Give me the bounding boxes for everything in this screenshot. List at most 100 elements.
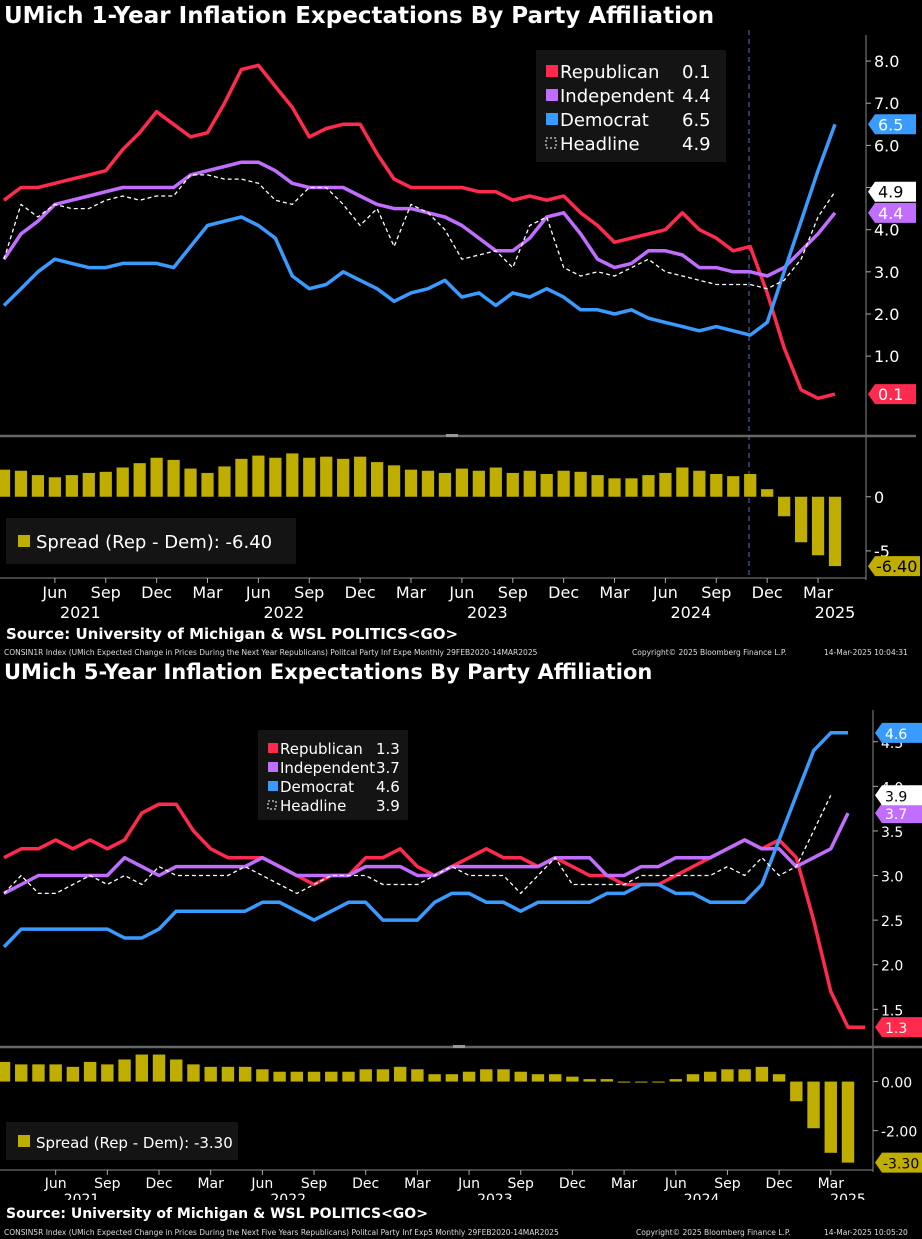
- divider-handle: [446, 434, 458, 437]
- x-tick-label: Dec: [548, 583, 579, 602]
- chart-5y: 1.52.02.53.03.54.04.50.00-2.001.33.74.63…: [0, 710, 922, 1200]
- spread-bar: [455, 468, 469, 497]
- x-tick-label: Sep: [94, 1176, 121, 1192]
- spread-bar: [617, 1081, 631, 1083]
- value-tag-label-republican: 0.1: [878, 385, 903, 404]
- value-tag-label-spread: -3.30: [883, 1157, 919, 1173]
- footer-timestamp-5y: 14-Mar-2025 10:05:20: [824, 1228, 908, 1237]
- x-tick-label: Mar: [396, 583, 427, 602]
- spread-bar: [625, 478, 638, 497]
- x-tick-label: Sep: [498, 583, 528, 602]
- series-line-democrat: [2, 123, 837, 337]
- y-tick-label: 6.0: [874, 136, 899, 155]
- spread-y-tick-label: 0.00: [881, 1076, 912, 1092]
- spread-legend-label: Spread (Rep - Dem): -6.40: [36, 532, 272, 553]
- spread-bar: [755, 1066, 769, 1082]
- spread-bar: [523, 470, 536, 497]
- series-line-headline: [3, 174, 836, 290]
- x-tick-label: Jun: [457, 1176, 480, 1192]
- spread-bar: [256, 1069, 269, 1082]
- legend-swatch-republican: [546, 65, 558, 77]
- legend-value-independent: 3.7: [376, 759, 400, 777]
- spread-y-tick-label: -2.00: [881, 1125, 917, 1141]
- x-year-label: 2025: [830, 1192, 866, 1200]
- value-tag-label-republican: 1.3: [885, 1021, 907, 1037]
- legend-swatch-republican: [268, 743, 278, 753]
- series-line-independent: [2, 160, 837, 278]
- value-tag-label-democrat: 6.5: [878, 115, 903, 134]
- x-tick-label: Mar: [404, 1176, 431, 1192]
- spread-bar: [273, 1071, 286, 1082]
- x-tick-label: Dec: [141, 583, 172, 602]
- x-tick-label: Dec: [145, 1176, 172, 1192]
- x-year-label: 2023: [467, 603, 508, 620]
- legend-swatch-democrat: [546, 113, 558, 125]
- spread-bar: [557, 470, 570, 497]
- spread-bar: [204, 1066, 217, 1082]
- value-tag-republican: [868, 384, 916, 405]
- y-tick-label: 3.0: [881, 870, 903, 886]
- series-line-independent: [3, 812, 850, 895]
- spread-bar: [497, 1069, 510, 1082]
- spread-bar: [686, 1074, 700, 1082]
- x-year-label: 2021: [60, 603, 101, 620]
- x-tick-label: Sep: [91, 583, 121, 602]
- spread-bar: [218, 466, 231, 497]
- spread-bar: [269, 457, 282, 497]
- spread-bar: [66, 1066, 80, 1082]
- legend-swatch-headline: [267, 800, 277, 810]
- value-tag-republican: [875, 1017, 922, 1038]
- x-tick-label: Mar: [803, 583, 834, 602]
- spread-bar: [49, 1064, 62, 1082]
- spread-bar: [445, 1074, 459, 1082]
- y-tick-label: 2.0: [874, 305, 899, 324]
- x-year-label: 2024: [684, 1192, 720, 1200]
- spread-bar: [150, 457, 163, 497]
- spread-bar: [721, 1069, 734, 1082]
- spread-bar: [635, 1081, 648, 1083]
- spread-bar: [31, 475, 45, 497]
- spread-bar: [811, 496, 825, 556]
- footer-left-1y: CONSIN1R Index (UMich Expected Change in…: [4, 648, 538, 657]
- legend-swatch-independent: [546, 89, 558, 101]
- y-tick-label: 8.0: [874, 52, 899, 71]
- spread-bar: [659, 472, 672, 497]
- spread-bar: [325, 1071, 338, 1082]
- legend-box: [536, 50, 726, 162]
- y-tick-label: 1.0: [874, 347, 899, 366]
- spread-bar: [472, 470, 485, 497]
- x-tick-label: Sep: [301, 1176, 328, 1192]
- spread-bar: [428, 1074, 441, 1082]
- legend-label-democrat: Democrat: [560, 110, 649, 131]
- series-line-republican: [2, 63, 836, 401]
- spread-bar: [548, 1074, 562, 1082]
- spread-bar: [462, 1071, 476, 1082]
- spread-bar: [342, 1071, 355, 1082]
- series-line-democrat: [2, 731, 848, 949]
- spread-bar: [376, 1069, 390, 1082]
- value-tag-spread: [875, 1152, 922, 1173]
- legend-label-democrat: Democrat: [280, 778, 354, 796]
- spread-bar: [583, 1079, 596, 1082]
- spread-legend-box: [6, 518, 296, 564]
- x-tick-label: Dec: [752, 583, 783, 602]
- spread-bar: [693, 470, 706, 497]
- spread-legend-swatch: [18, 535, 30, 547]
- value-tag-independent: [868, 202, 916, 223]
- spread-bar: [574, 471, 587, 497]
- spread-bar: [337, 458, 350, 497]
- spread-bar: [778, 496, 791, 517]
- series-line-republican: [3, 802, 866, 1029]
- spread-bar: [235, 458, 248, 497]
- chart-title-5y: UMich 5-Year Inflation Expectations By P…: [4, 660, 653, 684]
- value-tag-democrat: [868, 114, 916, 135]
- spread-bar: [65, 475, 78, 497]
- spread-bar: [99, 471, 112, 497]
- y-tick-label: 3.0: [874, 263, 899, 282]
- spread-bar: [135, 1054, 148, 1082]
- value-tag-label-headline: 4.9: [878, 183, 903, 202]
- value-tag-democrat: [875, 722, 922, 743]
- legend-value-headline: 3.9: [376, 797, 400, 815]
- legend-label-headline: Headline: [280, 797, 346, 815]
- value-tag-label-independent: 4.4: [878, 204, 903, 223]
